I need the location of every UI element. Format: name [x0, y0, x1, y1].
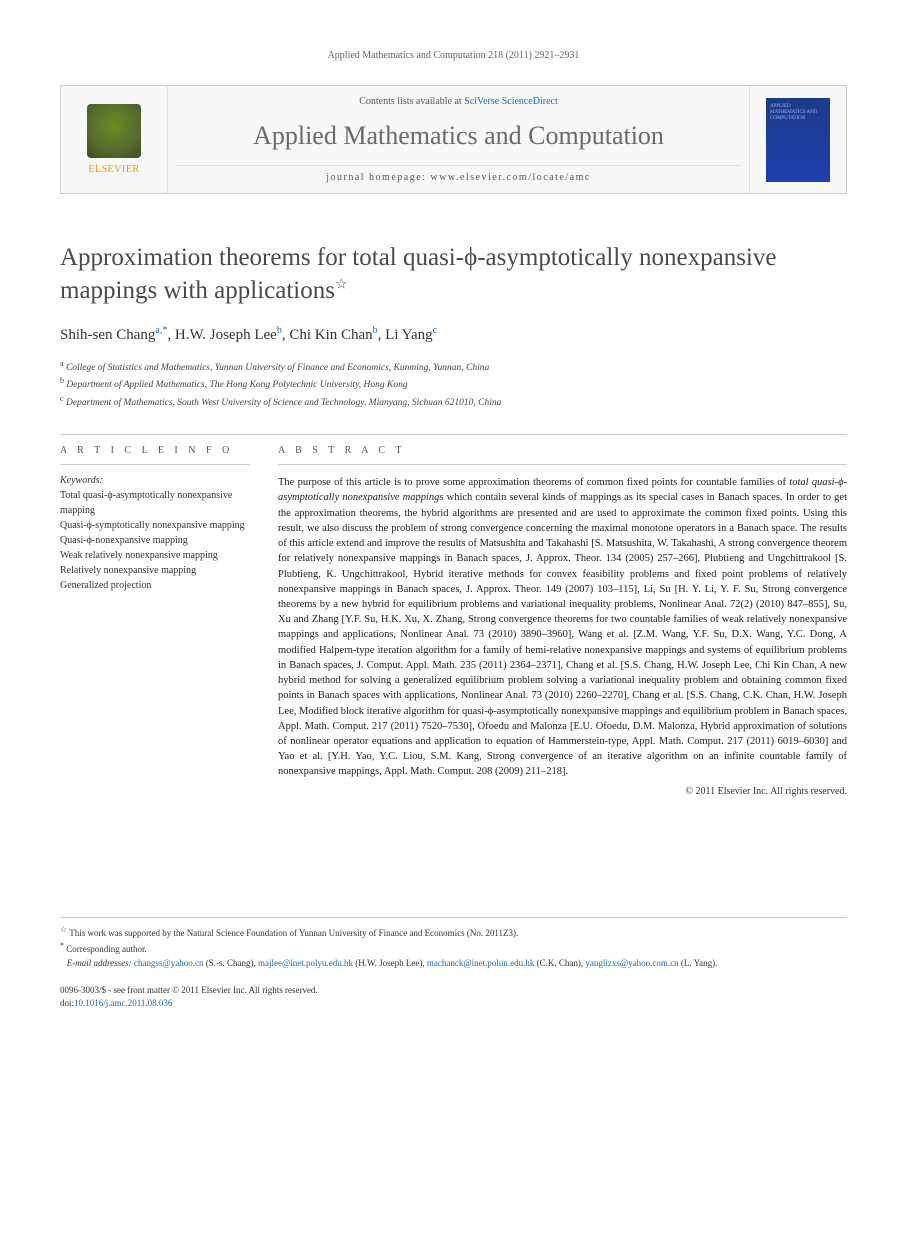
email-person: (L. Yang) [681, 958, 715, 968]
doi-line: doi:10.1016/j.amc.2011.08.036 [60, 997, 847, 1010]
homepage-url: www.elsevier.com/locate/amc [430, 172, 590, 183]
abstract-column: A B S T R A C T The purpose of this arti… [278, 435, 847, 796]
author: Shih-sen Chang [60, 327, 155, 343]
abstract-lead: The purpose of this article is to prove … [278, 477, 789, 488]
affiliation: a College of Statistics and Mathematics,… [60, 358, 847, 375]
copyright-line: © 2011 Elsevier Inc. All rights reserved… [278, 786, 847, 797]
email-person: (S.-s. Chang) [206, 958, 254, 968]
journal-homepage-line: journal homepage: www.elsevier.com/locat… [176, 165, 741, 183]
email-link[interactable]: machanck@inet.poluu.edu.hk [427, 958, 535, 968]
abstract-body: The purpose of this article is to prove … [278, 475, 847, 779]
publisher-logo: ELSEVIER [61, 86, 168, 193]
journal-name: Applied Mathematics and Computation [176, 121, 741, 151]
keyword: Quasi-ϕ-nonexpansive mapping [60, 533, 250, 548]
corr-label: Corresponding author. [66, 944, 147, 954]
email-link[interactable]: majlee@inet.polyu.edu.hk [258, 958, 353, 968]
author-affil-marker: a,* [155, 325, 167, 336]
email-person: (C.K. Chan) [537, 958, 581, 968]
elsevier-tree-icon [87, 104, 141, 158]
abstract-tail: which contain several kinds of mappings … [278, 492, 847, 777]
doi-link[interactable]: 10.1016/j.amc.2011.08.036 [74, 998, 172, 1008]
journal-cover-thumb: APPLIED MATHEMATICS AND COMPUTATION [749, 86, 846, 193]
email-person: (H.W. Joseph Lee) [355, 958, 422, 968]
funding-text: This work was supported by the Natural S… [69, 928, 518, 938]
page-footer: 0096-3003/$ - see front matter © 2011 El… [60, 984, 847, 1009]
front-matter-line: 0096-3003/$ - see front matter © 2011 El… [60, 984, 847, 997]
publisher-logo-text: ELSEVIER [88, 164, 139, 175]
author: Chi Kin Chan [289, 327, 372, 343]
author-list: Shih-sen Changa,*, H.W. Joseph Leeb, Chi… [60, 325, 847, 344]
journal-masthead: ELSEVIER Contents lists available at Sci… [60, 85, 847, 194]
article-info-header: A R T I C L E I N F O [60, 435, 250, 465]
author-affil-marker: b [373, 325, 378, 336]
sciencedirect-link[interactable]: SciVerse ScienceDirect [464, 96, 558, 107]
abstract-header: A B S T R A C T [278, 435, 847, 465]
keyword: Quasi-ϕ-symptotically nonexpansive mappi… [60, 518, 250, 533]
email-link[interactable]: changss@yahoo.cn [134, 958, 204, 968]
cover-thumb-image: APPLIED MATHEMATICS AND COMPUTATION [766, 98, 830, 182]
contents-prefix: Contents lists available at [359, 96, 464, 107]
footnotes: ☆ This work was supported by the Natural… [60, 917, 847, 971]
keywords-list: Total quasi-ϕ-asymptotically nonexpansiv… [60, 488, 250, 593]
funding-footnote: ☆ This work was supported by the Natural… [60, 924, 847, 941]
affiliation-list: a College of Statistics and Mathematics,… [60, 358, 847, 410]
doi-label: doi: [60, 998, 74, 1008]
affiliation: c Department of Mathematics, South West … [60, 393, 847, 410]
funding-marker: ☆ [60, 925, 67, 934]
article-info-column: A R T I C L E I N F O Keywords: Total qu… [60, 435, 250, 796]
author: Li Yang [385, 327, 433, 343]
corresponding-footnote: * Corresponding author. [60, 940, 847, 957]
keyword: Weak relatively nonexpansive mapping [60, 548, 250, 563]
email-label: E-mail addresses: [67, 958, 132, 968]
title-text: Approximation theorems for total quasi-ϕ… [60, 244, 776, 304]
article-title: Approximation theorems for total quasi-ϕ… [60, 242, 847, 307]
author-affil-marker: c [433, 325, 437, 336]
email-footnote: E-mail addresses: changss@yahoo.cn (S.-s… [60, 957, 847, 971]
email-link[interactable]: yanglizxs@yahoo.com.cn [585, 958, 678, 968]
author-affil-marker: b [277, 325, 282, 336]
keyword: Generalized projection [60, 578, 250, 593]
contents-available-line: Contents lists available at SciVerse Sci… [176, 96, 741, 107]
homepage-label: journal homepage: [326, 172, 430, 183]
corr-marker: * [60, 941, 64, 950]
keyword: Total quasi-ϕ-asymptotically nonexpansiv… [60, 488, 250, 518]
keyword: Relatively nonexpansive mapping [60, 563, 250, 578]
author: H.W. Joseph Lee [175, 327, 277, 343]
affiliation: b Department of Applied Mathematics, The… [60, 375, 847, 392]
keywords-label: Keywords: [60, 475, 250, 486]
title-footnote-marker: ☆ [335, 277, 348, 292]
running-head: Applied Mathematics and Computation 218 … [60, 50, 847, 61]
